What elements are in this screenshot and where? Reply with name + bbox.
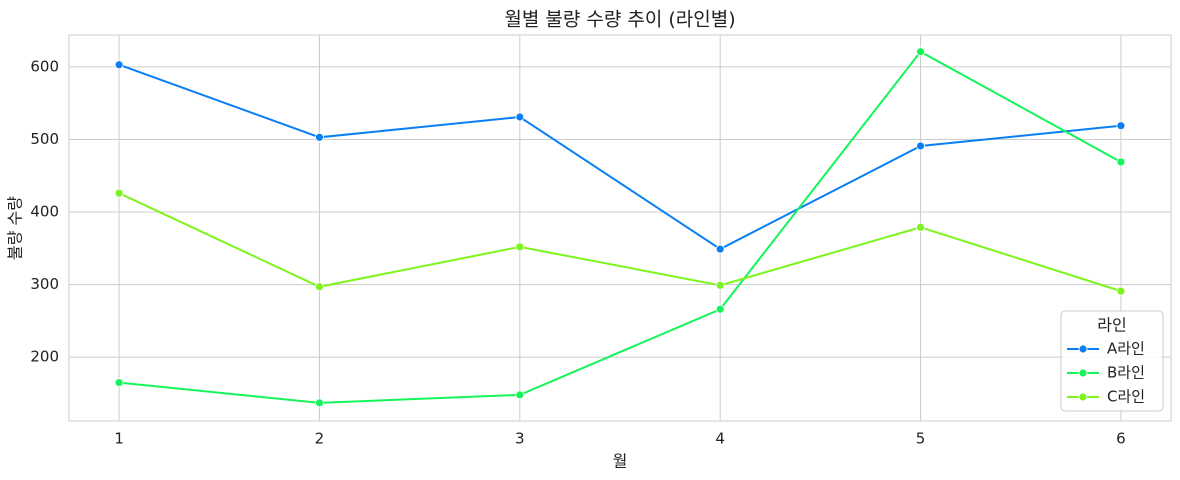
x-tick-label: 1 xyxy=(114,430,124,448)
x-tick-label: 5 xyxy=(916,430,926,448)
y-tick-label: 200 xyxy=(30,348,59,366)
data-point xyxy=(515,242,525,252)
series-line xyxy=(118,50,1122,404)
y-axis-label: 불량 수량 xyxy=(6,196,25,260)
legend: 라인 A라인 B라인 C라인 xyxy=(1060,310,1164,412)
x-tick-label: 3 xyxy=(515,430,525,448)
x-tick-label: 6 xyxy=(1116,430,1126,448)
data-point xyxy=(315,282,324,292)
data-point xyxy=(916,141,925,151)
data-point xyxy=(315,398,324,408)
y-tick-label: 500 xyxy=(30,130,59,148)
data-point xyxy=(715,244,725,254)
data-point xyxy=(515,112,525,122)
data-point xyxy=(114,378,124,387)
data-point xyxy=(315,132,324,142)
legend-box xyxy=(1060,310,1164,412)
data-point xyxy=(114,60,124,70)
data-point xyxy=(916,222,925,232)
legend-label: C라인 xyxy=(1107,388,1145,406)
data-point xyxy=(114,188,124,198)
legend-label: B라인 xyxy=(1107,364,1145,382)
series-layer xyxy=(114,47,1126,408)
grid xyxy=(69,35,1171,421)
series-line xyxy=(118,63,1122,251)
y-tick-label: 600 xyxy=(30,57,59,75)
data-point xyxy=(1116,157,1126,167)
y-tick-label: 300 xyxy=(30,275,59,293)
series-line xyxy=(118,192,1122,293)
y-tick-label: 400 xyxy=(30,203,59,221)
data-point xyxy=(1116,286,1126,296)
legend-marker xyxy=(1078,368,1088,378)
chart-title: 월별 불량 수량 추이 (라인별) xyxy=(504,9,735,31)
legend-marker xyxy=(1078,392,1088,402)
data-point xyxy=(715,304,725,314)
legend-title: 라인 xyxy=(1097,316,1126,335)
data-point xyxy=(916,47,925,57)
legend-label: A라인 xyxy=(1107,340,1145,358)
x-tick-label: 2 xyxy=(315,430,325,448)
x-tick-label: 4 xyxy=(715,430,725,448)
x-axis-label: 월 xyxy=(613,452,628,471)
legend-marker xyxy=(1078,344,1088,354)
data-point xyxy=(515,390,525,400)
data-point xyxy=(1116,121,1126,131)
data-point xyxy=(715,280,725,290)
plot-frame xyxy=(68,34,1172,422)
